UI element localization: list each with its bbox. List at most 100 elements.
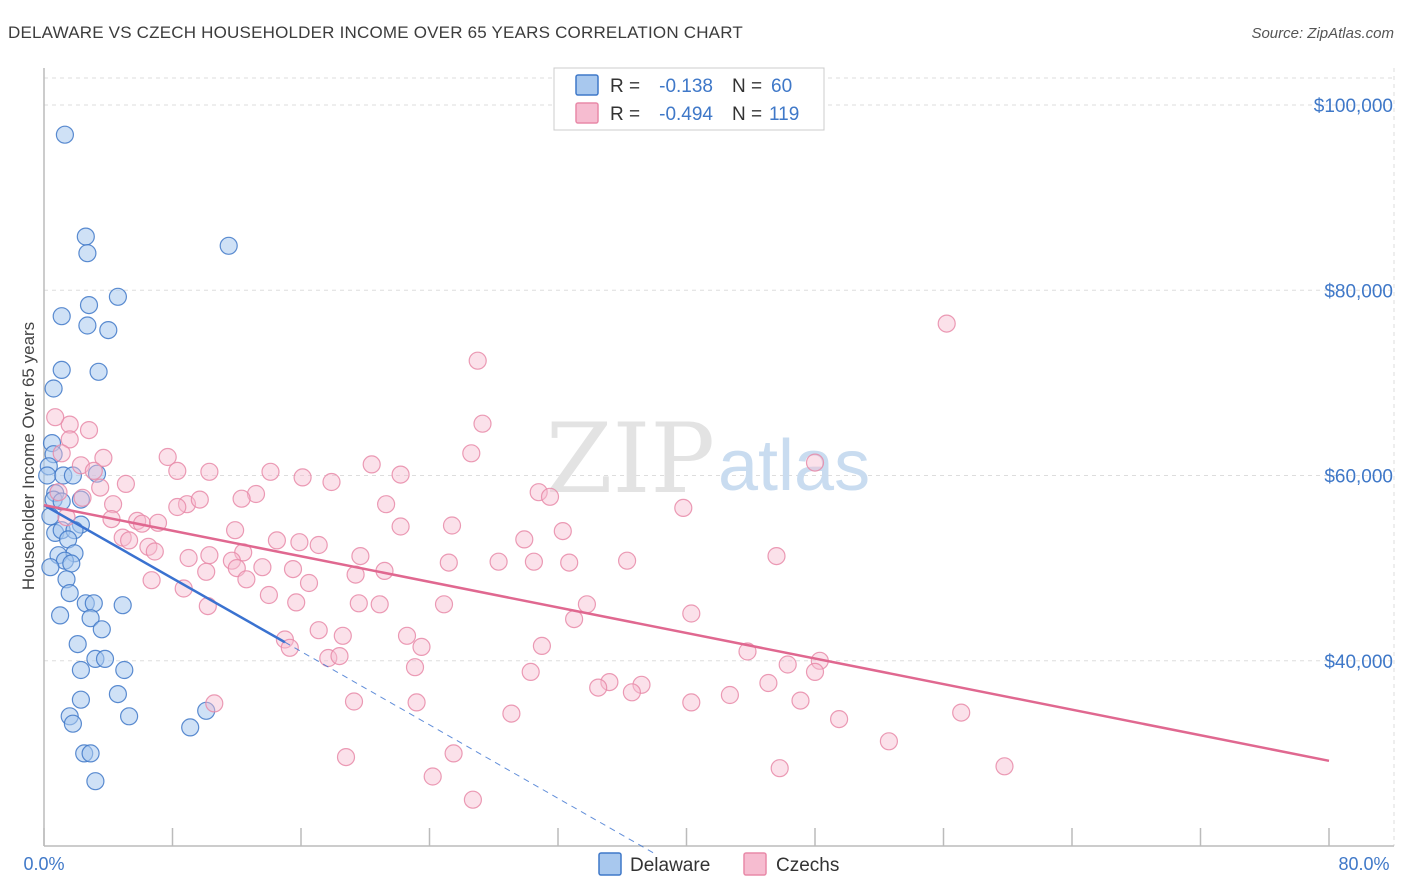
point-czechs-18 bbox=[391, 465, 410, 484]
point-delaware-3 bbox=[219, 236, 238, 255]
point-czechs-74 bbox=[287, 593, 306, 612]
point-czechs-25 bbox=[529, 483, 548, 502]
point-delaware-9 bbox=[52, 360, 71, 379]
point-czechs-78 bbox=[577, 595, 597, 614]
point-czechs-113 bbox=[336, 747, 356, 767]
point-czechs-89 bbox=[280, 638, 299, 657]
point-czechs-40 bbox=[391, 517, 410, 536]
point-czechs-115 bbox=[995, 757, 1014, 776]
chart-source: Source: ZipAtlas.com bbox=[1251, 25, 1394, 42]
point-czechs-28 bbox=[232, 489, 251, 508]
point-czechs-112 bbox=[444, 744, 463, 763]
point-czechs-79 bbox=[198, 596, 217, 616]
series-legend-swatch-czechs bbox=[743, 852, 767, 876]
point-czechs-88 bbox=[738, 642, 757, 661]
point-czechs-114 bbox=[770, 759, 789, 778]
point-czechs-94 bbox=[405, 658, 425, 677]
point-delaware-51 bbox=[120, 707, 139, 726]
y-tick-label-3: $100,000 bbox=[1314, 96, 1393, 117]
point-czechs-60 bbox=[439, 553, 458, 572]
point-delaware-41 bbox=[92, 620, 111, 639]
point-delaware-18 bbox=[87, 464, 107, 483]
point-czechs-46 bbox=[267, 531, 286, 550]
point-czechs-96 bbox=[805, 662, 825, 682]
point-czechs-106 bbox=[682, 693, 701, 712]
point-czechs-21 bbox=[116, 474, 136, 493]
legend-r-value-czechs: -0.494 bbox=[659, 104, 713, 125]
y-axis-label: Householder Income Over 65 years bbox=[19, 322, 38, 590]
y-tick-labels: $40,000 $60,000 $80,000 $100,000 bbox=[1314, 96, 1393, 673]
point-czechs-53 bbox=[200, 546, 219, 565]
legend-n-label-delaware: N = bbox=[732, 76, 762, 97]
point-czechs-34 bbox=[674, 498, 693, 517]
point-delaware-11 bbox=[44, 379, 63, 398]
point-czechs-47 bbox=[290, 533, 309, 552]
legend-n-label-czechs: N = bbox=[732, 104, 762, 125]
x-tick-label-min: 0.0% bbox=[23, 854, 64, 874]
point-delaware-47 bbox=[108, 684, 128, 704]
point-czechs-86 bbox=[412, 637, 431, 657]
point-czechs-30 bbox=[190, 490, 209, 509]
point-czechs-20 bbox=[322, 472, 341, 492]
point-czechs-63 bbox=[197, 562, 216, 581]
point-czechs-62 bbox=[560, 553, 579, 572]
point-delaware-39 bbox=[50, 606, 70, 625]
point-czechs-65 bbox=[237, 570, 256, 589]
point-delaware-15 bbox=[38, 466, 57, 485]
point-czechs-73 bbox=[259, 585, 278, 605]
point-czechs-102 bbox=[720, 685, 740, 705]
point-czechs-4 bbox=[46, 408, 65, 427]
point-czechs-55 bbox=[767, 546, 786, 566]
point-delaware-38 bbox=[113, 596, 132, 615]
legend-r-label-czechs: R = bbox=[610, 104, 640, 125]
point-czechs-2 bbox=[473, 414, 492, 433]
point-czechs-109 bbox=[502, 704, 521, 723]
point-czechs-48 bbox=[515, 530, 534, 549]
point-delaware-48 bbox=[71, 690, 91, 709]
point-czechs-110 bbox=[829, 709, 849, 729]
legend-n-value-delaware: 60 bbox=[771, 76, 792, 97]
point-czechs-84 bbox=[397, 626, 417, 645]
point-delaware-10 bbox=[89, 362, 108, 381]
point-czechs-24 bbox=[246, 484, 266, 504]
point-czechs-101 bbox=[622, 683, 642, 702]
point-czechs-3 bbox=[60, 415, 79, 434]
watermark-zip: ZIP bbox=[546, 403, 715, 515]
point-czechs-66 bbox=[253, 558, 272, 577]
point-czechs-97 bbox=[600, 672, 619, 692]
point-czechs-32 bbox=[377, 495, 396, 514]
watermark-atlas: atlas bbox=[718, 426, 870, 506]
legend-box bbox=[553, 67, 825, 131]
point-czechs-8 bbox=[462, 444, 481, 463]
legend-n-value-czechs: 119 bbox=[769, 104, 799, 125]
point-czechs-17 bbox=[261, 462, 280, 481]
point-czechs-108 bbox=[952, 703, 971, 722]
x-minor-ticks bbox=[43, 828, 1330, 846]
correlation-legend: R = -0.138 N = 60 R = -0.494 N = 119 bbox=[553, 67, 825, 131]
point-delaware-42 bbox=[68, 634, 87, 654]
series-czechs-points bbox=[46, 314, 1014, 809]
point-delaware-45 bbox=[71, 660, 91, 680]
point-delaware-1 bbox=[76, 227, 95, 246]
x-tick-label-max: 80.0% bbox=[1338, 854, 1389, 874]
point-czechs-87 bbox=[532, 636, 552, 656]
point-delaware-7 bbox=[78, 316, 97, 335]
point-delaware-23 bbox=[41, 507, 60, 526]
point-czechs-111 bbox=[879, 732, 899, 751]
point-czechs-51 bbox=[145, 542, 164, 561]
point-czechs-45 bbox=[120, 531, 139, 550]
point-czechs-93 bbox=[778, 655, 797, 674]
watermark: ZIP atlas bbox=[546, 403, 870, 515]
trend-line-delaware bbox=[43, 504, 286, 644]
point-czechs-95 bbox=[521, 662, 540, 682]
point-czechs-27 bbox=[73, 488, 92, 507]
y-tick-label-0: $40,000 bbox=[1324, 652, 1393, 673]
point-czechs-103 bbox=[205, 694, 224, 713]
series-legend-label-delaware: Delaware bbox=[630, 855, 710, 876]
series-legend-label-czechs: Czechs bbox=[776, 855, 839, 876]
point-czechs-116 bbox=[423, 767, 442, 786]
point-czechs-91 bbox=[330, 646, 349, 666]
point-delaware-0 bbox=[55, 125, 75, 144]
point-czechs-22 bbox=[49, 483, 68, 502]
